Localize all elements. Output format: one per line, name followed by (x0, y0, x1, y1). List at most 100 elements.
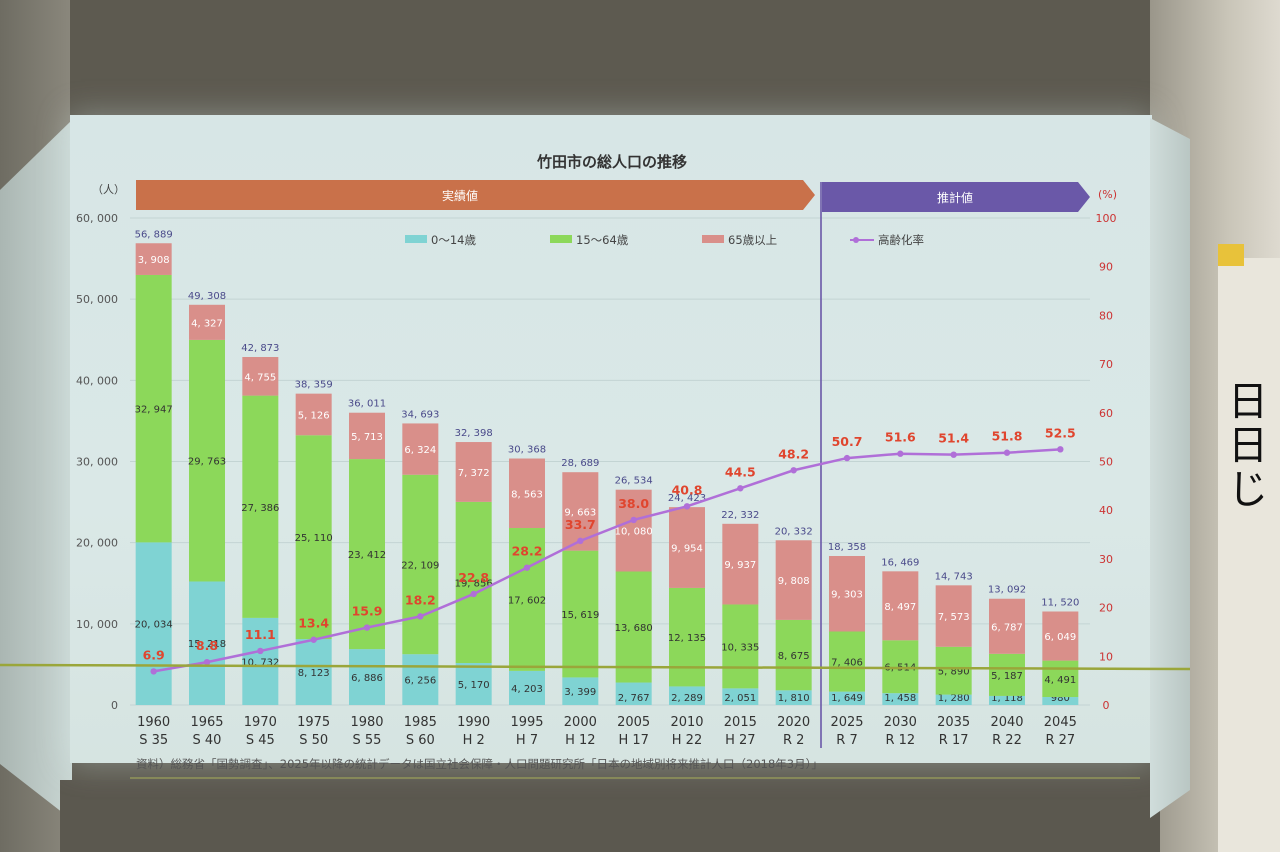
bar-value-label: 15, 619 (561, 610, 599, 621)
bar-segment (989, 653, 1025, 696)
bar-segment (775, 619, 812, 691)
bar-segment (455, 663, 492, 705)
bar-segment (882, 640, 919, 694)
x-tick-year: 2010 (670, 715, 703, 730)
x-tick-year: 2025 (830, 715, 863, 730)
x-tick-era: S 35 (139, 733, 168, 748)
x-tick-era: H 7 (516, 733, 538, 748)
x-tick-year: 2000 (564, 715, 597, 730)
aging-rate-label: 38.0 (618, 496, 649, 511)
bar-value-label: 27, 386 (241, 503, 279, 514)
bar-value-label: 1, 458 (884, 693, 916, 704)
bar-value-label: 22, 109 (401, 560, 439, 571)
x-tick-era: R 17 (939, 733, 969, 748)
bar-segment (135, 243, 172, 275)
y-left-tick-label: 50, 000 (76, 293, 118, 306)
floor-shadow (60, 780, 1160, 852)
bar-total-label: 32, 398 (455, 428, 493, 439)
bar-value-label: 980 (1051, 693, 1070, 704)
aging-rate-label: 50.7 (832, 434, 863, 449)
y-right-tick-label: 10 (1099, 650, 1113, 663)
bar-value-label: 9, 663 (564, 507, 596, 518)
bar-segment (615, 571, 652, 683)
bar-value-label: 7, 372 (458, 468, 490, 479)
legend-line-marker (853, 237, 859, 243)
y-right-tick-label: 50 (1099, 456, 1113, 469)
bar-segment (722, 604, 759, 689)
bar-value-label: 5, 126 (298, 410, 330, 421)
y-right-tick-label: 80 (1099, 309, 1113, 322)
bar-segment (402, 423, 439, 475)
aging-rate-point (310, 636, 317, 643)
bar-value-label: 4, 327 (191, 318, 223, 329)
aging-rate-polyline (153, 448, 1061, 673)
bar-value-label: 1, 118 (991, 693, 1023, 704)
y-left-tick-label: 20, 000 (76, 537, 118, 550)
bar-segment (189, 581, 225, 705)
bar-value-label: 9, 954 (671, 544, 703, 555)
bar-value-label: 1, 280 (938, 693, 970, 704)
aging-rate-point (257, 647, 264, 655)
banner-actual-label: 実績値 (442, 188, 478, 203)
banner-actual (136, 180, 815, 210)
bar-value-label: 2, 767 (618, 693, 650, 704)
bar-segment (829, 555, 865, 632)
aging-rate-point (950, 451, 957, 458)
bar-segment (775, 540, 812, 620)
bar-total-label: 38, 359 (295, 380, 333, 391)
bar-segment (989, 598, 1025, 654)
calligraphy-paper (1218, 258, 1280, 852)
aging-rate-label: 22.8 (458, 570, 489, 585)
y-left-tick-label: 40, 000 (76, 374, 118, 387)
aging-rate-point (417, 613, 424, 620)
bar-value-label: 1, 810 (778, 693, 810, 704)
bar-value-label: 10, 080 (615, 527, 653, 538)
bar-segment (189, 304, 225, 340)
bar-segment (295, 393, 332, 436)
y-axis-right: 0 10 20 30 40 50 60 70 80 90 100 (1096, 212, 1117, 712)
x-tick-era: H 27 (725, 733, 755, 748)
aging-rate-point (843, 454, 851, 462)
bar-total-label: 22, 332 (721, 510, 759, 521)
bar-segment (829, 691, 865, 705)
x-tick-era: S 40 (193, 733, 222, 748)
bar-value-label: 8, 497 (884, 602, 916, 613)
y-right-tick-label: 30 (1099, 553, 1113, 566)
bar-segment (935, 646, 972, 695)
bar-value-label: 29, 763 (188, 457, 226, 468)
bar-segment (935, 585, 972, 647)
legend-label: 高齢化率 (878, 233, 924, 247)
bar-segment (135, 274, 172, 543)
bar-segment (669, 507, 705, 588)
bar-value-label: 20, 034 (135, 620, 173, 631)
bar-segment (509, 670, 545, 705)
y-right-tick-label: 100 (1096, 212, 1117, 225)
source-note: 資料）総務省「国勢調査」、2025年以降の統計データは国立社会保障・人口問題研究… (136, 757, 823, 771)
bar-segment (1042, 660, 1079, 698)
bar-value-label: 6, 256 (404, 676, 436, 687)
x-tick-year: 1990 (457, 715, 490, 730)
aging-rate-label: 48.2 (778, 446, 809, 461)
bar-segment (135, 542, 172, 705)
aging-rate-point (577, 537, 584, 545)
bar-value-label: 6, 049 (1044, 632, 1076, 643)
bar-segment (402, 474, 439, 655)
bar-value-label: 7, 573 (938, 612, 970, 623)
x-tick-era: S 45 (246, 733, 275, 748)
y-left-unit: （人） (92, 183, 125, 196)
bar-total-label: 30, 368 (508, 445, 546, 456)
aging-rate-point (897, 450, 904, 457)
bar-total-label: 42, 873 (241, 343, 279, 354)
bar-segment (562, 550, 599, 678)
bar-segment (615, 489, 652, 572)
aging-rate-label: 51.4 (938, 431, 969, 446)
aging-rate-point (470, 590, 477, 598)
x-tick-era: H 17 (618, 733, 648, 748)
bar-segment (349, 459, 385, 650)
aging-rate-label: 33.7 (565, 517, 596, 532)
gridlines (130, 217, 1090, 706)
bar-value-label: 17, 602 (508, 595, 546, 606)
bar-value-label: 12, 135 (668, 633, 706, 644)
y-left-tick-label: 60, 000 (76, 212, 118, 225)
